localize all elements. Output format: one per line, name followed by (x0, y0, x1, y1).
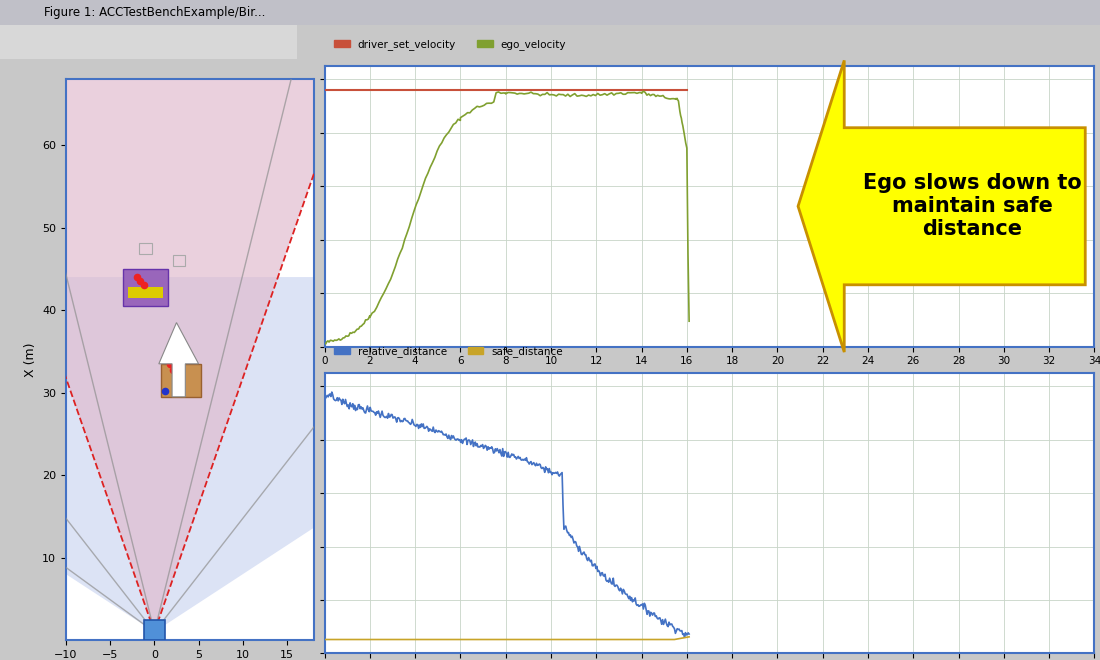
Legend: relative_distance, safe_distance: relative_distance, safe_distance (330, 342, 568, 361)
Text: Ego slows down to
maintain safe
distance: Ego slows down to maintain safe distance (864, 173, 1081, 240)
Bar (162, 364, 201, 397)
Legend: driver_set_velocity, ego_velocity: driver_set_velocity, ego_velocity (330, 35, 571, 54)
Y-axis label: X (m): X (m) (23, 343, 36, 377)
Point (167, 369, 185, 380)
Point (162, 358, 179, 369)
Point (131, 276, 149, 286)
Polygon shape (158, 323, 199, 397)
Bar (140, 243, 152, 254)
Bar (123, 269, 167, 306)
Bar (173, 255, 185, 267)
Point (135, 280, 153, 290)
Polygon shape (798, 61, 1086, 352)
Bar (144, 620, 165, 640)
Point (156, 385, 174, 396)
Polygon shape (0, 277, 697, 632)
Point (164, 364, 182, 375)
Bar (128, 287, 163, 298)
Text: Figure 1: ACCTestBenchExample/Bir...: Figure 1: ACCTestBenchExample/Bir... (44, 6, 265, 19)
Polygon shape (0, 44, 360, 632)
Point (128, 272, 145, 282)
